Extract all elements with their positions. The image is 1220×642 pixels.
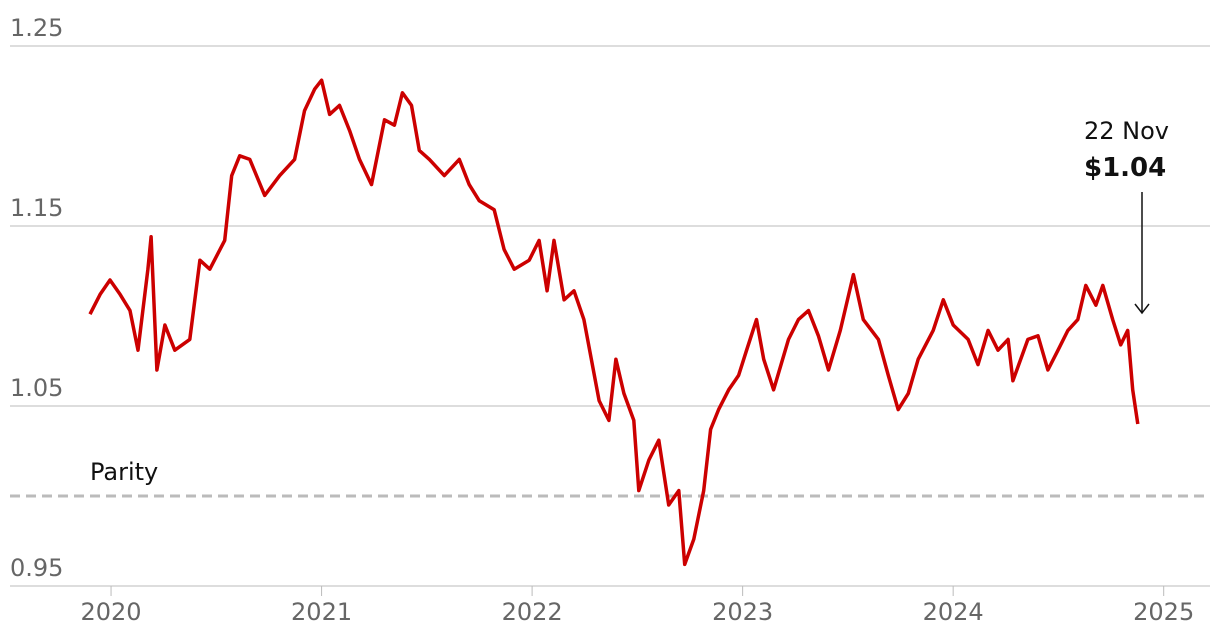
y-tick-label: 1.25 bbox=[10, 14, 63, 42]
annotation-value: $1.04 bbox=[1084, 153, 1166, 183]
annotation-date: 22 Nov bbox=[1084, 117, 1169, 145]
parity-label: Parity bbox=[90, 458, 158, 486]
x-tick-label: 2023 bbox=[712, 598, 773, 626]
y-tick-label: 0.95 bbox=[10, 554, 63, 582]
x-tick-label: 2020 bbox=[81, 598, 142, 626]
annotation-arrowhead bbox=[1134, 303, 1150, 315]
line bbox=[88, 78, 1140, 567]
x-tick-label: 2021 bbox=[291, 598, 352, 626]
y-tick-label: 1.15 bbox=[10, 194, 63, 222]
y-tick-label: 1.05 bbox=[10, 374, 63, 402]
x-tick-label: 2025 bbox=[1133, 598, 1194, 626]
x-tick-label: 2022 bbox=[502, 598, 563, 626]
x-tick-label: 2024 bbox=[923, 598, 984, 626]
